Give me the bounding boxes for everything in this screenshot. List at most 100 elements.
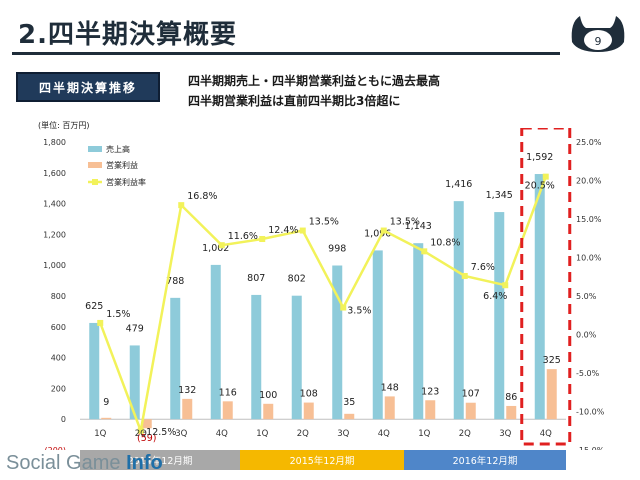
profit-value-label: 107 [462, 389, 480, 400]
margin-line [99, 176, 547, 436]
left-axis-tick-label: 1,200 [43, 230, 66, 239]
profit-bar [101, 417, 112, 420]
period-2015: 2015年12月期 [240, 450, 404, 470]
left-axis-tick-label: 600 [51, 323, 66, 332]
profit-bar [182, 398, 193, 420]
profit-bar [263, 403, 274, 420]
sales-bar [251, 294, 262, 420]
category-label: 3Q [175, 429, 187, 439]
headline-1: 四半期期売上・四半期営業利益ともに過去最高 [188, 74, 441, 88]
sales-value-label: 807 [247, 273, 265, 284]
sales-value-label: 1,002 [202, 243, 229, 254]
watermark: Social Game Info [6, 452, 163, 475]
margin-point [461, 272, 468, 279]
category-label: 3Q [499, 429, 511, 439]
left-axis-tick-label: 200 [51, 384, 66, 393]
category-label: 1Q [94, 429, 106, 439]
legend-label-profit: 営業利益 [106, 160, 138, 170]
profit-value-label: 86 [505, 392, 517, 403]
margin-value-label: 16.8% [187, 191, 217, 202]
legend-label-margin: 営業利益率 [106, 177, 146, 187]
sales-value-label: 1,416 [445, 179, 472, 190]
margin-point [542, 173, 549, 180]
sales-bar [494, 212, 505, 420]
profit-bar [465, 402, 476, 420]
category-label: 2Q [459, 429, 471, 439]
profit-value-label: 148 [381, 382, 399, 393]
unit-label: (単位: 百万円) [38, 121, 90, 130]
left-axis-tick-label: 0 [61, 415, 66, 424]
right-axis-tick-label: -5.0% [576, 369, 600, 378]
sales-value-label: 1,345 [486, 190, 513, 201]
quarterly-results-chart: (200) 0 200 400 600 800 1,000 1,200 1,400 1,600 1,… [43, 128, 605, 450]
sales-bar [129, 345, 140, 420]
headline-2: 四半期営業利益は直前四半期比3倍超に [188, 94, 401, 108]
margin-point [218, 242, 225, 249]
right-axis-tick-label: 25.0% [576, 138, 602, 147]
sales-value-label: 1,143 [405, 221, 432, 232]
margin-point [340, 304, 347, 311]
sales-value-label: 788 [166, 276, 184, 287]
company-logo-icon: 9 [571, 16, 625, 52]
right-axis-tick-label: 15.0% [576, 215, 602, 224]
margin-value-label: 12.4% [268, 225, 298, 236]
margin-point [137, 427, 144, 434]
profit-bar [546, 369, 557, 420]
sales-bar [372, 250, 383, 420]
margin-value-label: 1.5% [106, 309, 130, 320]
sales-value-label: 625 [85, 301, 103, 312]
category-label: 1Q [256, 429, 268, 439]
margin-point [299, 227, 306, 234]
sales-bar [291, 295, 302, 420]
section-badge: 四半期決算推移 [16, 72, 160, 102]
margin-value-label: 13.5% [309, 217, 339, 228]
highlight-box [520, 128, 572, 446]
profit-bar [141, 419, 152, 429]
title-rule [12, 52, 560, 55]
profit-value-label: 9 [103, 397, 109, 408]
margin-value-label: 10.8% [430, 237, 460, 248]
left-axis-tick-label: (200) [44, 446, 66, 450]
sales-bar [413, 243, 424, 420]
profit-bar [506, 405, 517, 420]
margin-value-label: 11.6% [228, 231, 258, 242]
left-axis-tick-label: 800 [51, 292, 66, 301]
category-label: 4Q [540, 429, 552, 439]
profit-bar [384, 396, 395, 420]
sales-bar [170, 297, 181, 420]
category-label: 2Q [135, 429, 147, 439]
margin-value-label: 6.4% [483, 291, 507, 302]
profit-bar [425, 400, 436, 420]
sales-bar [534, 174, 545, 420]
margin-point [97, 319, 104, 326]
left-axis-tick-label: 400 [51, 354, 66, 363]
sales-bar [332, 265, 343, 420]
profit-value-label: 35 [343, 397, 355, 408]
profit-bar [344, 413, 355, 420]
left-axis-tick-label: 1,000 [43, 261, 66, 270]
sales-bar [210, 264, 221, 420]
profit-bar [222, 401, 233, 420]
margin-value-label: 7.6% [471, 262, 495, 273]
watermark-text-2: Info [126, 452, 163, 474]
right-axis-tick-label: 10.0% [576, 254, 602, 263]
right-axis-tick-label: 20.0% [576, 177, 602, 186]
legend-swatch-sales [88, 146, 102, 152]
slide-title: 2.四半期決算概要 [18, 20, 237, 50]
category-label: 2Q [297, 429, 309, 439]
legend-swatch-profit [88, 162, 102, 168]
sales-value-label: 998 [328, 244, 346, 255]
right-axis-tick-label: 0.0% [576, 331, 597, 340]
right-axis-tick-label: 5.0% [576, 292, 597, 301]
margin-point [178, 202, 185, 209]
category-label: 4Q [378, 429, 390, 439]
legend-label-sales: 売上高 [106, 144, 130, 154]
left-axis-tick-label: 1,600 [43, 169, 66, 178]
period-2016: 2016年12月期 [404, 450, 566, 470]
right-axis-tick-label: -15.0% [576, 446, 605, 450]
page-number: 9 [595, 35, 602, 48]
sales-value-label: 479 [126, 323, 144, 334]
profit-value-label: 108 [300, 389, 318, 400]
sales-bar [89, 322, 100, 420]
